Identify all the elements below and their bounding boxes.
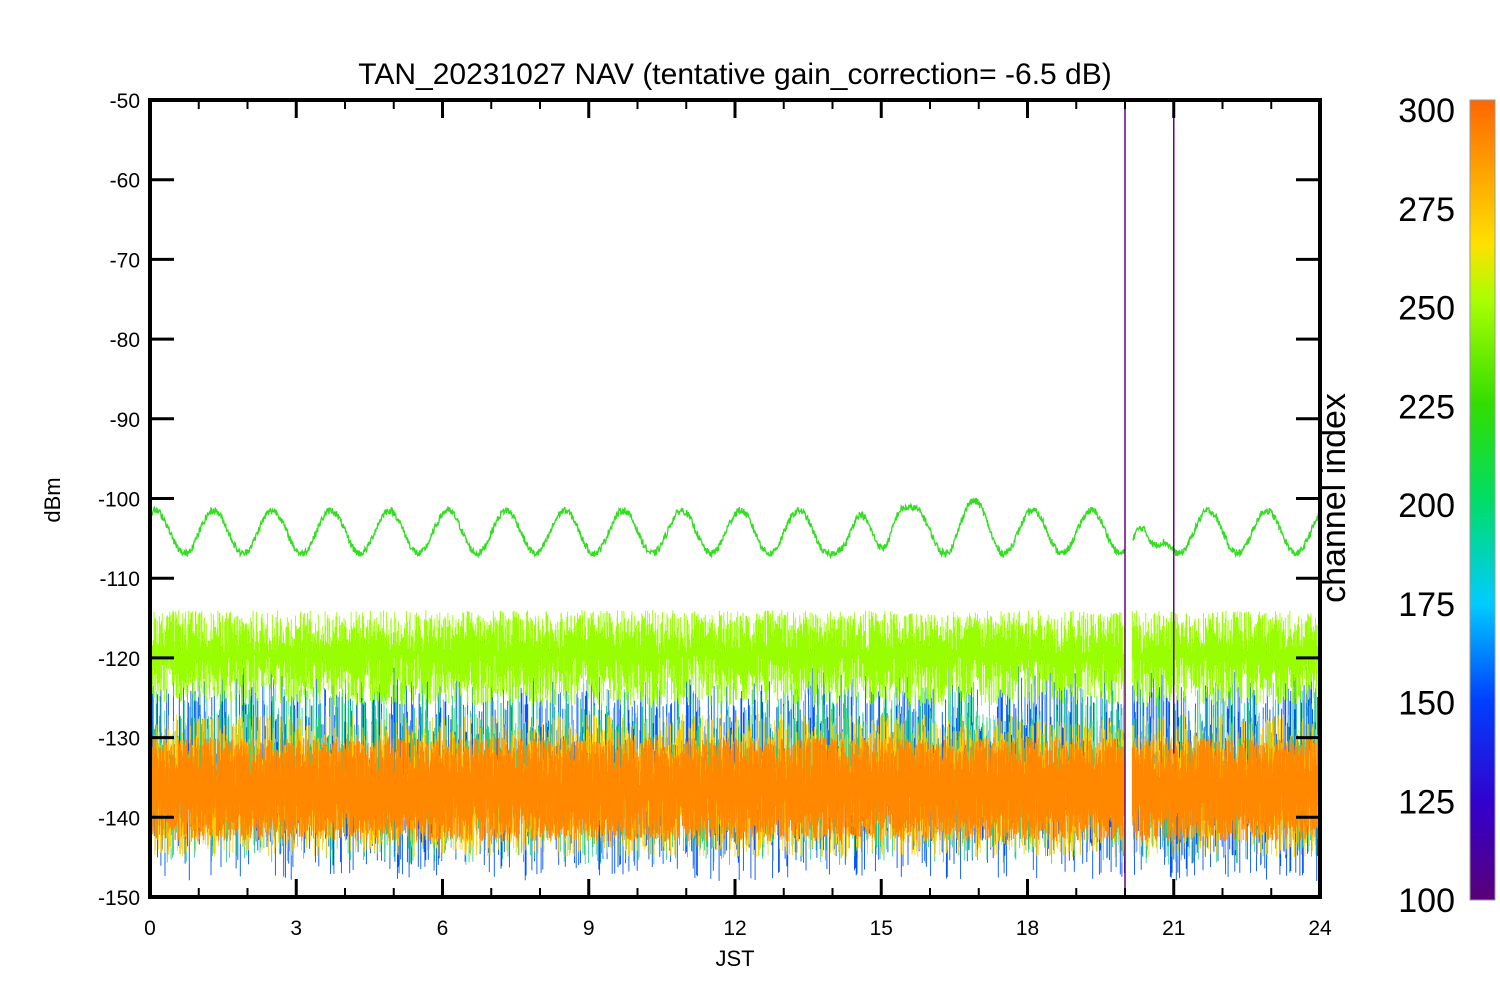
colorbar-tick-label: 150 <box>1398 685 1455 723</box>
x-tick-label: 3 <box>290 917 302 940</box>
colorbar-tick-label: 125 <box>1398 783 1455 821</box>
y-tick-label: -70 <box>110 249 140 272</box>
colorbar-title: channel index <box>1315 393 1353 603</box>
y-tick-label: -130 <box>98 728 140 751</box>
x-tick-label: 12 <box>723 917 746 940</box>
x-tick-label: 21 <box>1162 917 1185 940</box>
y-tick-label: -80 <box>110 329 140 352</box>
y-tick-label: -110 <box>100 568 140 591</box>
x-axis-title: JST <box>715 946 754 971</box>
y-tick-label: -140 <box>98 807 140 830</box>
y-tick-label: -150 <box>98 887 140 910</box>
y-axis: -50 -60 -70 -80 -90 -100 -110 -120 -130 -140 -150 <box>98 90 1320 910</box>
colorbar-tick-label: 175 <box>1398 586 1455 624</box>
series-orange-band <box>150 737 1320 842</box>
colorbar-tick-label: 250 <box>1398 290 1455 328</box>
y-tick-label: -100 <box>98 489 140 512</box>
y-tick-label: -60 <box>110 170 140 193</box>
series-lime-band <box>150 610 1320 706</box>
y-tick-label: -120 <box>98 648 140 671</box>
colorbar-tick-label: 100 <box>1398 882 1455 920</box>
series-oscillating-line <box>150 497 1320 560</box>
colorbar-tick-label: 300 <box>1398 92 1455 130</box>
y-tick-label: -50 <box>110 90 140 113</box>
colorbar-tick-label: 275 <box>1398 191 1455 229</box>
colorbar <box>1469 99 1496 901</box>
y-axis-title: dBm <box>40 477 65 522</box>
x-tick-label: 15 <box>870 917 893 940</box>
plot-area <box>150 100 1320 897</box>
colorbar-ticks: 300 275 250 225 200 175 150 125 100 <box>1398 92 1455 920</box>
chart-title: TAN_20231027 NAV (tentative gain_correct… <box>358 58 1112 91</box>
x-tick-label: 24 <box>1308 917 1332 940</box>
x-tick-label: 18 <box>1016 917 1039 940</box>
x-tick-label: 6 <box>437 917 449 940</box>
x-tick-label: 9 <box>583 917 595 940</box>
colorbar-tick-label: 200 <box>1398 487 1455 525</box>
x-axis: 0 3 6 9 12 15 18 21 24 <box>144 100 1332 940</box>
colorbar-tick-label: 225 <box>1398 388 1455 426</box>
x-tick-label: 0 <box>144 917 156 940</box>
y-tick-label: -90 <box>110 409 140 432</box>
